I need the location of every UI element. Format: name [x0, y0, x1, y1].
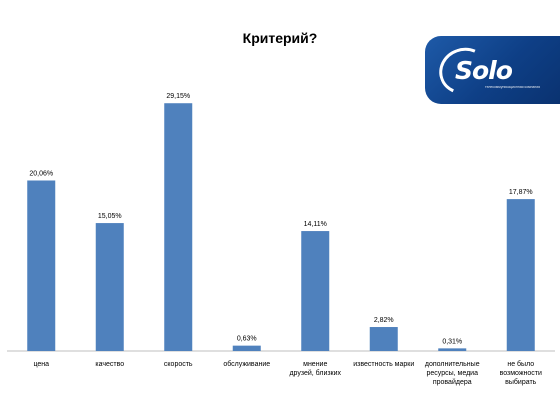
x-tick-label: известность марки — [353, 361, 414, 368]
data-label: 14,11% — [304, 221, 327, 228]
x-tick-label: обслуживание — [223, 360, 270, 368]
data-label: 0,31% — [442, 338, 462, 345]
x-tick-label-line: качество — [95, 361, 124, 368]
data-label: 0,63% — [237, 336, 257, 343]
x-tick-label-line: известность марки — [353, 361, 414, 368]
data-label: 20,06% — [29, 170, 53, 177]
x-tick-label-line: обслуживание — [223, 360, 270, 368]
bar — [369, 327, 398, 351]
data-label: 2,82% — [374, 317, 394, 324]
x-tick-label-line: ресурсы, медиа — [427, 370, 479, 377]
bar — [506, 199, 535, 351]
x-tick-label: цена — [33, 361, 49, 368]
x-tick-label-line: провайдера — [433, 378, 472, 386]
x-tick-label-line: дополнительные — [425, 361, 480, 368]
x-tick-label: скорость — [164, 361, 193, 368]
x-tick-label: дополнительные ресурсы, медиа провайдера — [425, 361, 480, 386]
data-label: 29,15% — [166, 93, 190, 100]
x-tick-label-line: мнение — [303, 361, 327, 368]
x-tick-label-line: возможности — [500, 370, 542, 377]
bar — [164, 103, 193, 351]
chart-title: Критерий? — [242, 30, 318, 46]
x-tick-label: качество — [95, 361, 124, 368]
logo-subtitle: телекоммуникационная компания — [485, 85, 541, 89]
bar — [301, 231, 330, 351]
bar — [232, 345, 261, 351]
logo-wordmark: Solo — [455, 56, 513, 85]
x-tick-label-line: выбирать — [505, 378, 537, 386]
bar — [438, 348, 467, 351]
x-tick-label-line: друзей, близких — [289, 369, 341, 377]
bar — [95, 223, 124, 351]
x-tick-label: мнение друзей, близких — [289, 361, 341, 377]
data-label: 15,05% — [98, 213, 122, 220]
data-label: 17,87% — [509, 189, 533, 196]
x-tick-label-line: не было — [507, 360, 534, 368]
x-tick-label: не было возможности выбирать — [500, 360, 542, 386]
x-tick-label-line: цена — [33, 361, 49, 368]
solo-logo: Solo телекоммуникационная компания — [425, 36, 560, 104]
bar — [27, 180, 56, 351]
x-tick-label-line: скорость — [164, 361, 193, 368]
